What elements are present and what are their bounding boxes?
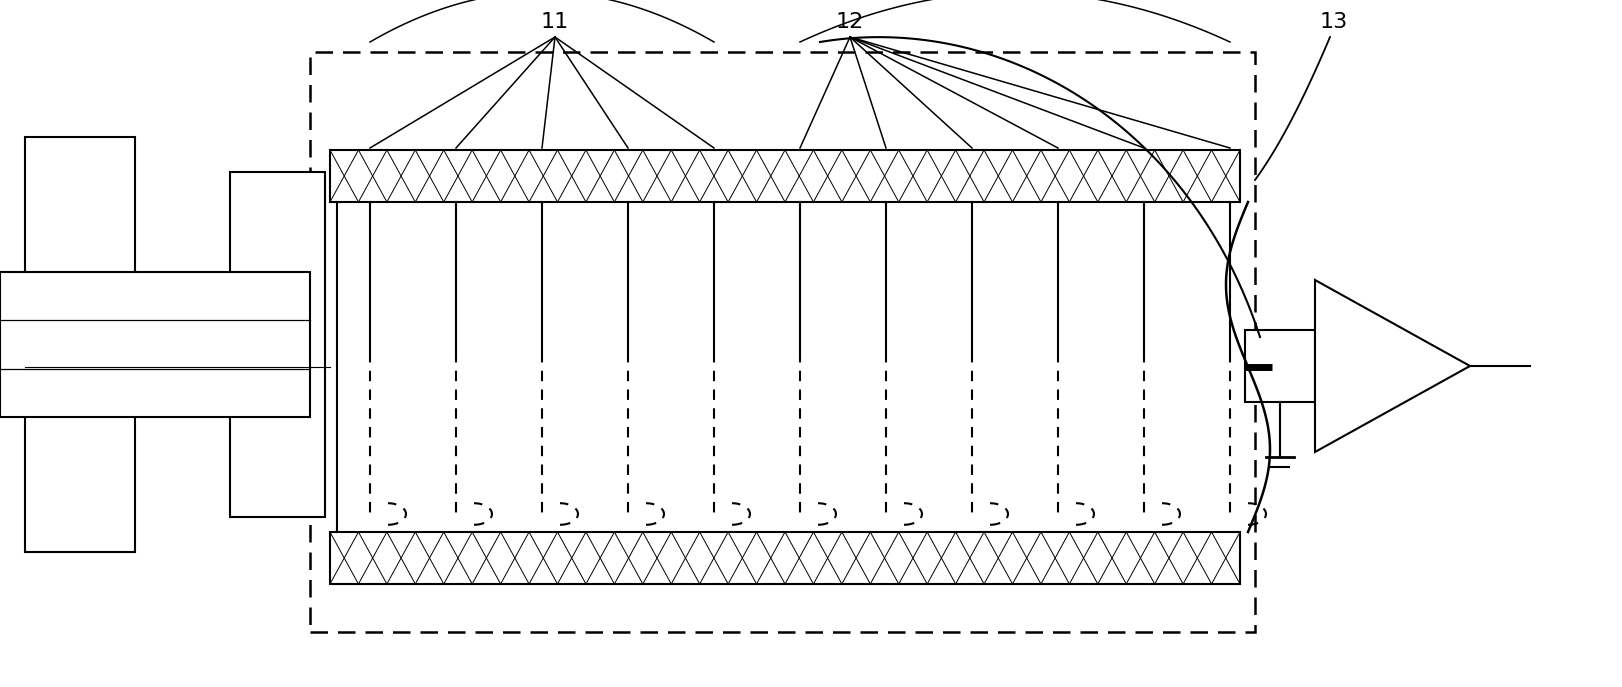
Text: 12: 12 [835,12,865,32]
Bar [24,137,135,552]
Bar [329,532,1239,584]
Bar [0,272,310,417]
Bar [310,52,1255,632]
Bar [329,150,1239,202]
Bar [230,172,324,517]
Text: 11: 11 [540,12,569,32]
Text: 13: 13 [1320,12,1348,32]
Polygon shape [1315,280,1470,452]
Bar [1246,330,1315,402]
